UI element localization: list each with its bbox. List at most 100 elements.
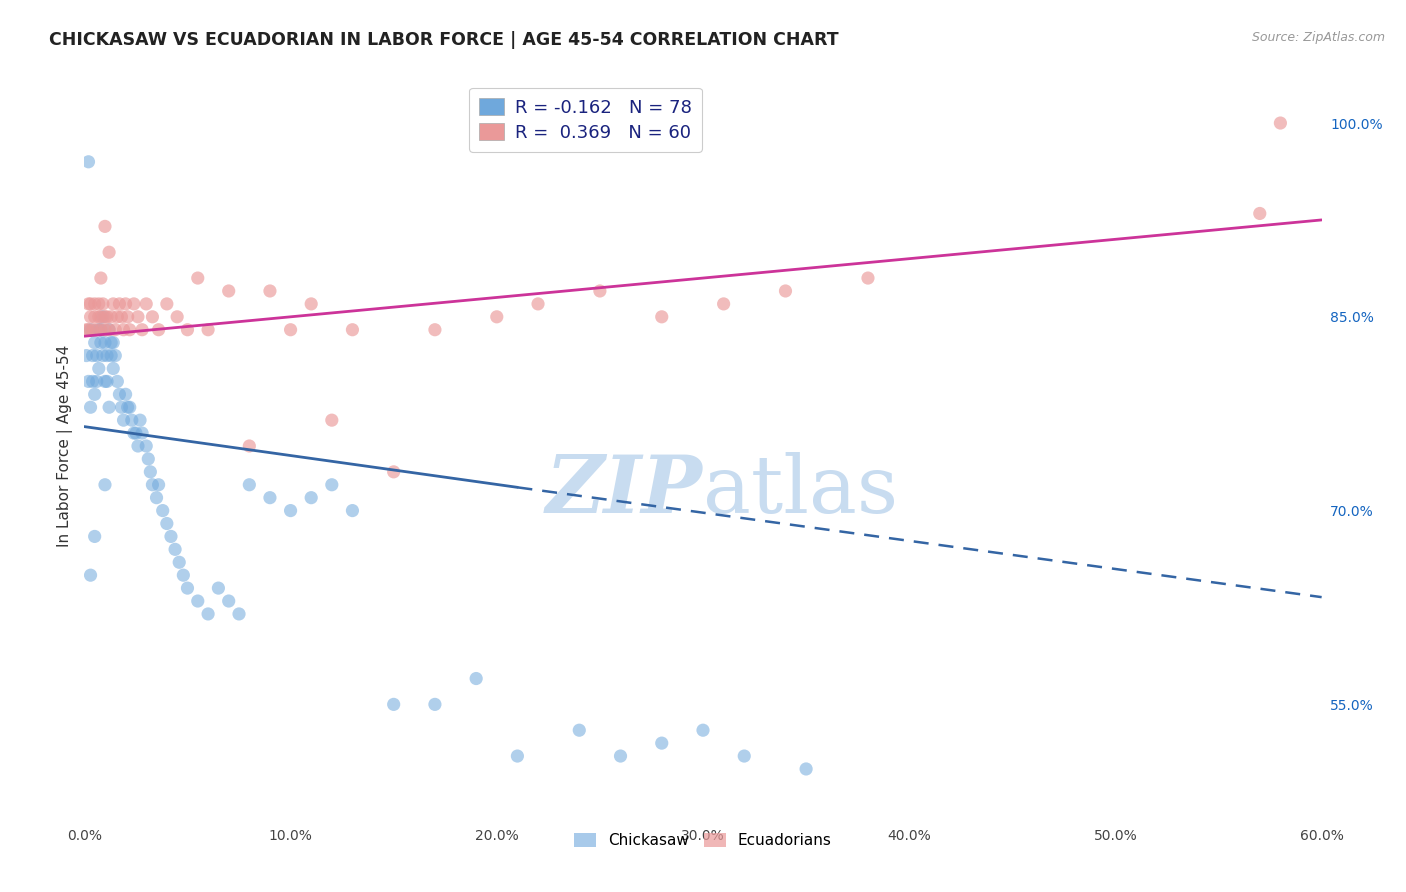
Point: [118, 401, 141, 415]
Point: [83, 297, 105, 311]
Point: [122, 426, 145, 441]
Point: [207, 581, 229, 595]
Point: [82, 349, 104, 363]
Point: [105, 310, 128, 324]
Point: [110, 310, 132, 324]
Point: [136, 451, 159, 466]
Point: [651, 310, 673, 324]
Point: [139, 465, 162, 479]
Point: [90, 323, 112, 337]
Point: [114, 297, 136, 311]
Point: [152, 503, 174, 517]
Point: [121, 413, 143, 427]
Text: Source: ZipAtlas.com: Source: ZipAtlas.com: [1251, 31, 1385, 45]
Point: [280, 323, 302, 337]
Point: [98, 323, 121, 337]
Point: [77, 323, 100, 337]
Point: [86, 375, 108, 389]
Text: CHICKASAW VS ECUADORIAN IN LABOR FORCE | AGE 45-54 CORRELATION CHART: CHICKASAW VS ECUADORIAN IN LABOR FORCE |…: [49, 31, 839, 49]
Point: [156, 297, 179, 311]
Point: [103, 335, 125, 350]
Point: [692, 723, 714, 738]
Point: [527, 297, 550, 311]
Point: [83, 335, 105, 350]
Point: [131, 426, 153, 441]
Point: [103, 297, 125, 311]
Point: [197, 607, 219, 621]
Point: [98, 245, 121, 260]
Point: [176, 323, 198, 337]
Point: [609, 749, 631, 764]
Point: [75, 349, 97, 363]
Point: [228, 607, 250, 621]
Point: [87, 297, 110, 311]
Point: [94, 335, 117, 350]
Point: [103, 361, 125, 376]
Point: [129, 413, 152, 427]
Point: [342, 323, 364, 337]
Point: [79, 401, 101, 415]
Point: [794, 762, 817, 776]
Point: [79, 297, 101, 311]
Point: [259, 491, 281, 505]
Text: ZIP: ZIP: [546, 452, 703, 530]
Y-axis label: In Labor Force | Age 45-54: In Labor Force | Age 45-54: [58, 345, 73, 547]
Point: [87, 323, 110, 337]
Point: [108, 387, 131, 401]
Point: [75, 323, 97, 337]
Point: [125, 426, 148, 441]
Point: [856, 271, 879, 285]
Point: [775, 284, 797, 298]
Point: [148, 477, 170, 491]
Point: [108, 297, 131, 311]
Point: [82, 323, 104, 337]
Point: [218, 594, 240, 608]
Point: [238, 477, 260, 491]
Point: [82, 375, 104, 389]
Point: [321, 477, 343, 491]
Point: [238, 439, 260, 453]
Point: [135, 439, 157, 453]
Point: [86, 349, 108, 363]
Point: [77, 297, 100, 311]
Point: [713, 297, 735, 311]
Point: [91, 297, 114, 311]
Point: [321, 413, 343, 427]
Point: [77, 375, 100, 389]
Point: [86, 323, 108, 337]
Point: [112, 323, 135, 337]
Point: [94, 310, 117, 324]
Point: [485, 310, 508, 324]
Point: [87, 361, 110, 376]
Point: [90, 335, 112, 350]
Point: [135, 297, 157, 311]
Point: [259, 284, 281, 298]
Point: [105, 375, 128, 389]
Point: [423, 698, 446, 712]
Point: [568, 723, 591, 738]
Point: [506, 749, 529, 764]
Point: [651, 736, 673, 750]
Point: [218, 284, 240, 298]
Point: [423, 323, 446, 337]
Point: [112, 413, 135, 427]
Point: [127, 439, 149, 453]
Text: atlas: atlas: [703, 452, 898, 530]
Point: [156, 516, 179, 531]
Point: [299, 491, 322, 505]
Point: [145, 491, 167, 505]
Point: [79, 310, 101, 324]
Point: [1249, 206, 1271, 220]
Point: [100, 349, 122, 363]
Point: [90, 271, 112, 285]
Point: [118, 323, 141, 337]
Point: [280, 503, 302, 517]
Point: [141, 477, 163, 491]
Point: [83, 310, 105, 324]
Point: [110, 401, 132, 415]
Point: [90, 323, 112, 337]
Point: [104, 349, 127, 363]
Point: [465, 672, 488, 686]
Point: [382, 698, 405, 712]
Legend: Chickasaw, Ecuadorians: Chickasaw, Ecuadorians: [568, 827, 838, 855]
